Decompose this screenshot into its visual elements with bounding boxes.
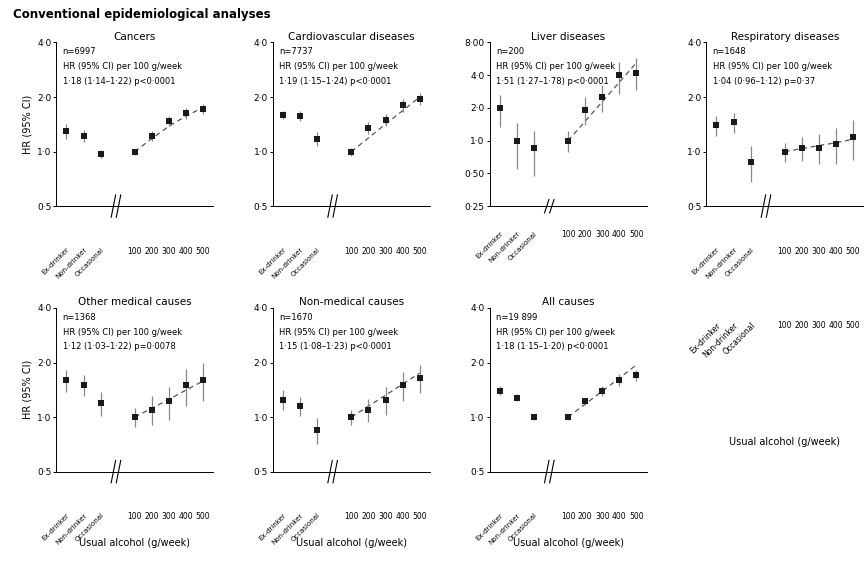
Text: 300: 300 xyxy=(811,321,826,330)
Title: Cardiovascular diseases: Cardiovascular diseases xyxy=(288,32,414,42)
Text: Usual alcohol (g/week): Usual alcohol (g/week) xyxy=(513,538,624,548)
Text: Non-drinker: Non-drinker xyxy=(488,512,521,545)
Text: 400: 400 xyxy=(395,246,410,255)
Text: 100: 100 xyxy=(778,321,792,330)
Text: 100: 100 xyxy=(344,246,359,255)
Text: 100: 100 xyxy=(778,246,792,255)
Text: Ex-drinker: Ex-drinker xyxy=(475,512,504,542)
Text: 300: 300 xyxy=(595,512,610,521)
Text: 400: 400 xyxy=(395,512,410,521)
Text: 300: 300 xyxy=(378,246,393,255)
Text: 200: 200 xyxy=(144,246,159,255)
Text: Occasional: Occasional xyxy=(291,512,322,543)
Y-axis label: HR (95% CI): HR (95% CI) xyxy=(22,95,33,154)
Text: 200: 200 xyxy=(795,246,809,255)
Title: All causes: All causes xyxy=(541,297,594,307)
Text: 400: 400 xyxy=(829,321,843,330)
Text: HR (95% CI) per 100 g/week: HR (95% CI) per 100 g/week xyxy=(62,62,182,71)
Text: 500: 500 xyxy=(413,246,427,255)
Text: Occasional: Occasional xyxy=(74,512,105,543)
Text: 1·15 (1·08–1·23) p<0·0001: 1·15 (1·08–1·23) p<0·0001 xyxy=(279,342,392,351)
Text: 200: 200 xyxy=(362,246,375,255)
Text: Non-drinker: Non-drinker xyxy=(54,512,87,545)
Text: 100: 100 xyxy=(127,246,142,255)
Text: HR (95% CI) per 100 g/week: HR (95% CI) per 100 g/week xyxy=(279,62,398,71)
Text: Non-drinker: Non-drinker xyxy=(54,246,87,280)
Text: 300: 300 xyxy=(595,231,610,240)
Text: Occasional: Occasional xyxy=(507,231,538,262)
Text: 1·18 (1·15–1·20) p<0·0001: 1·18 (1·15–1·20) p<0·0001 xyxy=(496,342,608,351)
Text: 300: 300 xyxy=(162,246,176,255)
Text: 1·12 (1·03–1·22) p=0·0078: 1·12 (1·03–1·22) p=0·0078 xyxy=(62,342,176,351)
Text: Non-drinker: Non-drinker xyxy=(702,321,740,359)
Text: 500: 500 xyxy=(629,231,644,240)
Text: Occasional: Occasional xyxy=(721,321,757,357)
Text: n=200: n=200 xyxy=(496,47,524,56)
Text: 200: 200 xyxy=(362,512,375,521)
Text: 1·19 (1·15–1·24) p<0·0001: 1·19 (1·15–1·24) p<0·0001 xyxy=(279,77,392,86)
Text: Ex-drinker: Ex-drinker xyxy=(691,246,721,276)
Text: 100: 100 xyxy=(561,231,575,240)
Text: Occasional: Occasional xyxy=(74,246,105,277)
Title: Respiratory diseases: Respiratory diseases xyxy=(731,32,839,42)
Text: 500: 500 xyxy=(195,246,210,255)
Title: Other medical causes: Other medical causes xyxy=(78,297,191,307)
Text: HR (95% CI) per 100 g/week: HR (95% CI) per 100 g/week xyxy=(62,328,182,337)
Text: 200: 200 xyxy=(578,512,593,521)
Text: 1·18 (1·14–1·22) p<0·0001: 1·18 (1·14–1·22) p<0·0001 xyxy=(62,77,175,86)
Text: 1·51 (1·27–1·78) p<0·0001: 1·51 (1·27–1·78) p<0·0001 xyxy=(496,77,609,86)
Text: Usual alcohol (g/week): Usual alcohol (g/week) xyxy=(296,538,407,548)
Text: 400: 400 xyxy=(612,512,626,521)
Text: 500: 500 xyxy=(629,512,644,521)
Text: HR (95% CI) per 100 g/week: HR (95% CI) per 100 g/week xyxy=(496,328,615,337)
Text: 500: 500 xyxy=(846,321,861,330)
Text: n=1368: n=1368 xyxy=(62,313,96,322)
Text: 100: 100 xyxy=(127,512,142,521)
Text: 400: 400 xyxy=(612,231,626,240)
Text: Non-drinker: Non-drinker xyxy=(488,231,521,264)
Text: Usual alcohol (g/week): Usual alcohol (g/week) xyxy=(80,538,190,548)
Text: 400: 400 xyxy=(829,246,843,255)
Text: n=6997: n=6997 xyxy=(62,47,96,56)
Text: 400: 400 xyxy=(178,512,193,521)
Text: Ex-drinker: Ex-drinker xyxy=(42,512,71,542)
Text: Occasional: Occasional xyxy=(507,512,538,543)
Title: Liver diseases: Liver diseases xyxy=(531,32,606,42)
Text: 500: 500 xyxy=(413,512,427,521)
Text: 400: 400 xyxy=(178,246,193,255)
Text: 100: 100 xyxy=(561,512,575,521)
Text: HR (95% CI) per 100 g/week: HR (95% CI) per 100 g/week xyxy=(713,62,831,71)
Text: 300: 300 xyxy=(378,512,393,521)
Text: Non-drinker: Non-drinker xyxy=(271,246,304,280)
Text: HR (95% CI) per 100 g/week: HR (95% CI) per 100 g/week xyxy=(496,62,615,71)
Text: n=1670: n=1670 xyxy=(279,313,313,322)
Text: 300: 300 xyxy=(162,512,176,521)
Text: Usual alcohol (g/week): Usual alcohol (g/week) xyxy=(729,437,840,447)
Text: Conventional epidemiological analyses: Conventional epidemiological analyses xyxy=(13,8,271,21)
Title: Cancers: Cancers xyxy=(113,32,156,42)
Text: Ex-drinker: Ex-drinker xyxy=(475,231,504,260)
Text: 200: 200 xyxy=(578,231,593,240)
Text: 500: 500 xyxy=(846,246,861,255)
Text: Ex-drinker: Ex-drinker xyxy=(42,246,71,276)
Text: n=19 899: n=19 899 xyxy=(496,313,537,322)
Text: 1·04 (0·96–1·12) p=0·37: 1·04 (0·96–1·12) p=0·37 xyxy=(713,77,815,86)
Text: 500: 500 xyxy=(195,512,210,521)
Text: Occasional: Occasional xyxy=(291,246,322,277)
Text: HR (95% CI) per 100 g/week: HR (95% CI) per 100 g/week xyxy=(279,328,398,337)
Text: Ex-drinker: Ex-drinker xyxy=(258,512,287,542)
Y-axis label: HR (95% CI): HR (95% CI) xyxy=(22,360,33,419)
Text: 200: 200 xyxy=(144,512,159,521)
Text: n=7737: n=7737 xyxy=(279,47,313,56)
Text: Non-drinker: Non-drinker xyxy=(704,246,738,280)
Text: Occasional: Occasional xyxy=(724,246,755,277)
Text: Non-drinker: Non-drinker xyxy=(271,512,304,545)
Text: Ex-drinker: Ex-drinker xyxy=(258,246,287,276)
Text: 200: 200 xyxy=(795,321,809,330)
Text: Ex-drinker: Ex-drinker xyxy=(689,321,723,355)
Text: 300: 300 xyxy=(811,246,826,255)
Text: n=1648: n=1648 xyxy=(713,47,746,56)
Title: Non-medical causes: Non-medical causes xyxy=(298,297,404,307)
Text: 100: 100 xyxy=(344,512,359,521)
